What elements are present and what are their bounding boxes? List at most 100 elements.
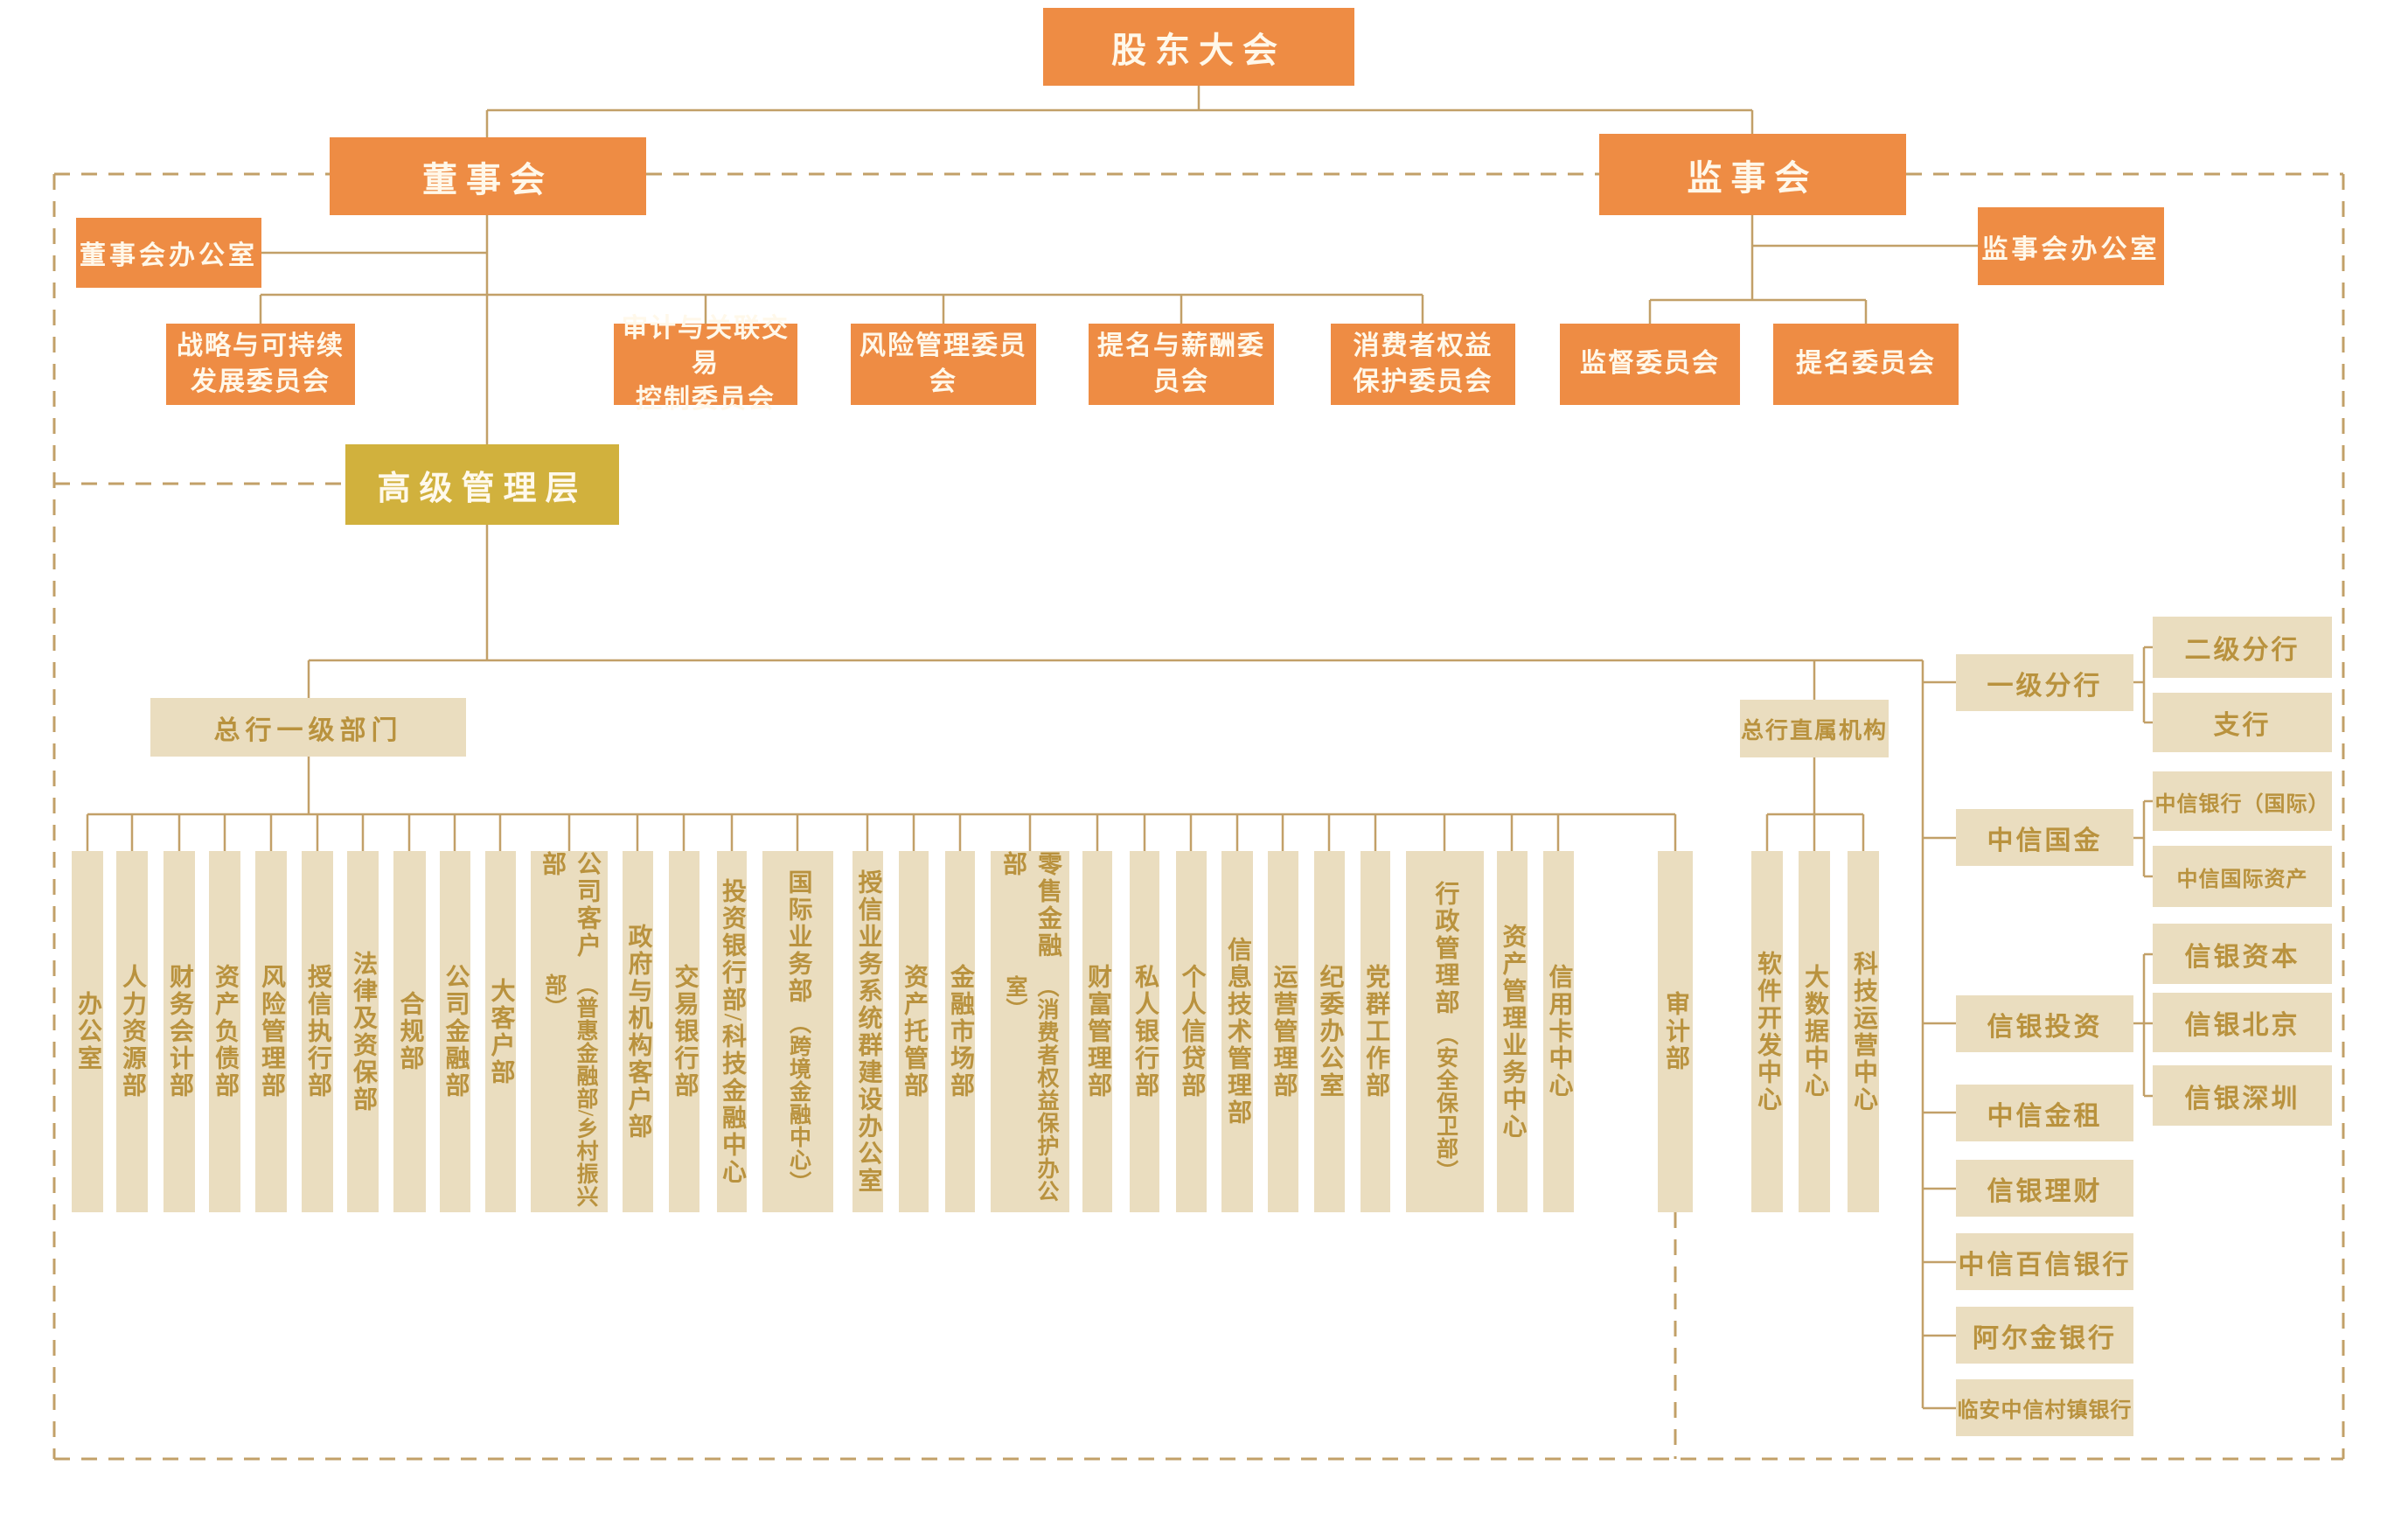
dept-label: 交易银行部 xyxy=(671,964,699,1099)
dept-label: 金融市场部 xyxy=(947,964,974,1099)
subsidiary-child-box: 中信国际资产 xyxy=(2153,846,2332,907)
dept-box: 公司客户部 （普惠金融部/乡村振兴部） xyxy=(531,851,608,1212)
subsidiary-child-box: 信银资本 xyxy=(2153,924,2332,984)
dept-box: 人力资源部 xyxy=(116,851,148,1212)
section-label: 总行一级部门 xyxy=(213,715,403,745)
dept-label: 零售金融部 xyxy=(999,851,1061,959)
committee-line1: 风险管理委员会 xyxy=(860,331,1027,396)
board-of-supervisors-box: 监事会 xyxy=(1599,134,1906,215)
dashed-border xyxy=(52,172,2345,1461)
dept-label: 资产托管部 xyxy=(901,964,928,1099)
dept-box: 财富管理部 xyxy=(1082,851,1112,1212)
subsidiary-label: 中信百信银行 xyxy=(1958,1250,2132,1280)
dept-box: 纪委办公室 xyxy=(1314,851,1345,1212)
dept-label: 运营管理部 xyxy=(1270,964,1298,1099)
subsidiary-label: 信银投资 xyxy=(1987,1012,2103,1042)
board-office-label: 董事会办公室 xyxy=(80,241,258,270)
supervisors-label: 监事会 xyxy=(1687,157,1819,198)
committee-consumer-protection-box: 消费者权益 保护委员会 xyxy=(1331,324,1515,405)
dept-label: 财富管理部 xyxy=(1084,964,1111,1099)
board-of-directors-box: 董事会 xyxy=(330,137,646,215)
dept-box: 交易银行部 xyxy=(669,851,699,1212)
committee-line2: 保护委员会 xyxy=(1353,366,1493,396)
dept-sub-label: （跨境金融中心） xyxy=(786,1012,811,1194)
subsidiary-label: 信银理财 xyxy=(1987,1176,2103,1206)
direct-center-box: 大数据中心 xyxy=(1799,851,1830,1212)
dept-label: 投资银行部/科技金融中心 xyxy=(719,877,746,1186)
subsidiary-box-leasing: 中信金租 xyxy=(1956,1085,2133,1141)
dept-box: 私人银行部 xyxy=(1130,851,1159,1212)
dept-label: 政府与机构客户部 xyxy=(624,923,652,1141)
dept-label: 公司客户部 xyxy=(539,851,601,959)
dept-label: 公司金融部 xyxy=(442,964,470,1099)
subsidiary-child-label: 二级分行 xyxy=(2184,636,2300,665)
dept-label: 私人银行部 xyxy=(1131,964,1159,1099)
dept-label: 办公室 xyxy=(74,991,101,1072)
dept-box: 金融市场部 xyxy=(945,851,975,1212)
dept-box: 党群工作部 xyxy=(1361,851,1390,1212)
subsidiary-child-box: 中信银行（国际） xyxy=(2153,771,2332,831)
dept-label: 资产负债部 xyxy=(212,964,239,1099)
committee-line1: 战略与可持续 xyxy=(177,331,344,360)
subsidiary-child-box: 支行 xyxy=(2153,693,2332,752)
dept-label: 法律及资保部 xyxy=(350,950,377,1113)
dept-sub-label: （安全保卫部） xyxy=(1433,1023,1458,1183)
committee-line1: 提名与薪酬委员会 xyxy=(1097,331,1265,396)
dept-box: 政府与机构客户部 xyxy=(623,851,653,1212)
dept-label: 合规部 xyxy=(396,991,424,1072)
subsidiary-box-branches: 一级分行 xyxy=(1956,654,2133,711)
dept-label: 国际业务部 xyxy=(784,869,812,1005)
head-office-direct-orgs-label: 总行直属机构 xyxy=(1740,700,1889,757)
dept-box: 资产管理业务中心 xyxy=(1497,851,1528,1212)
subsidiary-box-aibank: 中信百信银行 xyxy=(1956,1233,2133,1290)
center-label: 软件开发中心 xyxy=(1754,950,1781,1113)
subsidiary-box-wealth: 信银理财 xyxy=(1956,1160,2133,1217)
subsidiary-label: 一级分行 xyxy=(1987,671,2103,701)
supervisors-office-label: 监事会办公室 xyxy=(1981,234,2161,264)
nomination-committee-box: 提名委员会 xyxy=(1773,324,1959,405)
committee-risk-box: 风险管理委员会 xyxy=(851,324,1036,405)
subsidiary-child-label: 中信国际资产 xyxy=(2176,868,2308,891)
subsidiary-label: 阿尔金银行 xyxy=(1973,1323,2117,1353)
subsidiary-child-label: 支行 xyxy=(2213,711,2272,740)
dept-box: 信息技术管理部 xyxy=(1221,851,1253,1212)
subsidiary-child-label: 信银深圳 xyxy=(2184,1084,2300,1113)
direct-center-box: 科技运营中心 xyxy=(1848,851,1879,1212)
subsidiary-label: 临安中信村镇银行 xyxy=(1957,1399,2133,1422)
center-label: 大数据中心 xyxy=(1801,964,1828,1099)
dept-box: 大客户部 xyxy=(485,851,516,1212)
dept-label: 财务会计部 xyxy=(166,964,193,1099)
dept-box: 零售金融部 （消费者权益保护办公室） xyxy=(991,851,1069,1212)
subsidiary-box-citic-intl-finance: 中信国金 xyxy=(1956,809,2133,866)
committee-line2: 发展委员会 xyxy=(191,366,331,396)
committee-line1: 监督委员会 xyxy=(1580,349,1720,379)
direct-center-box: 软件开发中心 xyxy=(1751,851,1783,1212)
dept-box: 个人信贷部 xyxy=(1176,851,1207,1212)
dept-label: 纪委办公室 xyxy=(1316,964,1344,1099)
dept-box: 国际业务部 （跨境金融中心） xyxy=(762,851,833,1212)
subsidiary-child-box: 信银北京 xyxy=(2153,993,2332,1052)
dept-box: 办公室 xyxy=(72,851,103,1212)
center-label: 科技运营中心 xyxy=(1850,950,1877,1113)
dept-box: 运营管理部 xyxy=(1268,851,1298,1212)
dept-box: 法律及资保部 xyxy=(347,851,379,1212)
dept-box: 行政管理部 （安全保卫部） xyxy=(1406,851,1484,1212)
dept-label: 信息技术管理部 xyxy=(1224,937,1251,1127)
subsidiary-child-label: 信银资本 xyxy=(2184,942,2300,972)
senior-management-label: 高级管理层 xyxy=(377,470,588,507)
subsidiary-child-label: 中信银行（国际） xyxy=(2154,792,2330,816)
section-label: 总行直属机构 xyxy=(1740,717,1888,743)
dept-box: 授信业务系统群建设办公室 xyxy=(853,851,883,1212)
dept-label: 资产管理业务中心 xyxy=(1499,923,1527,1141)
dept-box: 资产托管部 xyxy=(899,851,929,1212)
dept-label: 风险管理部 xyxy=(258,964,285,1099)
board-label: 董事会 xyxy=(422,159,553,199)
dept-box: 风险管理部 xyxy=(255,851,287,1212)
subsidiary-box-linan-village-bank: 临安中信村镇银行 xyxy=(1956,1379,2133,1436)
dept-label: 大客户部 xyxy=(487,977,515,1086)
dept-sub-label: （消费者权益保护办公室） xyxy=(1003,975,1058,1204)
dept-label: 审计部 xyxy=(1662,991,1689,1072)
dept-label: 个人信贷部 xyxy=(1178,964,1206,1099)
senior-management-box: 高级管理层 xyxy=(345,444,619,525)
